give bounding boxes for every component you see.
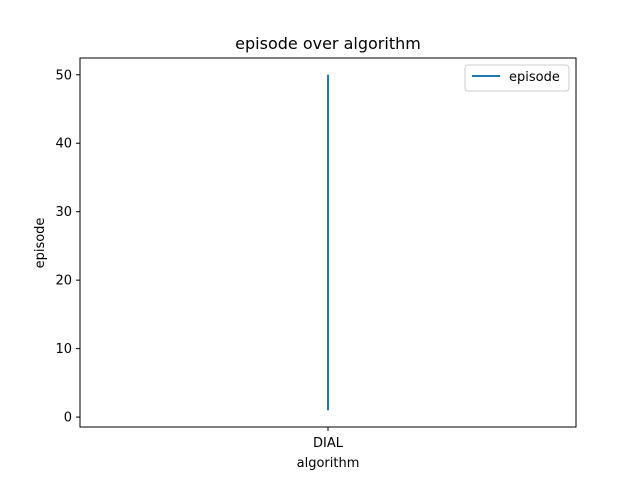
y-tick-label: 20 <box>55 274 72 289</box>
legend-label: episode <box>509 70 560 85</box>
y-tick-label: 0 <box>64 411 72 426</box>
plot-area: 0 10 20 30 40 50 DIAL <box>55 57 577 451</box>
x-axis-ticks: DIAL <box>313 427 344 451</box>
x-axis-label: algorithm <box>297 456 360 471</box>
legend: episode <box>464 64 570 92</box>
y-axis-label: episode <box>33 218 48 269</box>
y-axis-ticks: 0 10 20 30 40 50 <box>55 68 80 426</box>
legend-box <box>464 64 570 92</box>
x-tick-label: DIAL <box>313 436 344 451</box>
y-tick-label: 40 <box>55 137 72 152</box>
y-tick-label: 10 <box>55 342 72 357</box>
y-tick-label: 30 <box>55 205 72 220</box>
y-tick-label: 50 <box>55 68 72 83</box>
chart-title: episode over algorithm <box>235 34 421 53</box>
axes-frame <box>79 57 577 428</box>
